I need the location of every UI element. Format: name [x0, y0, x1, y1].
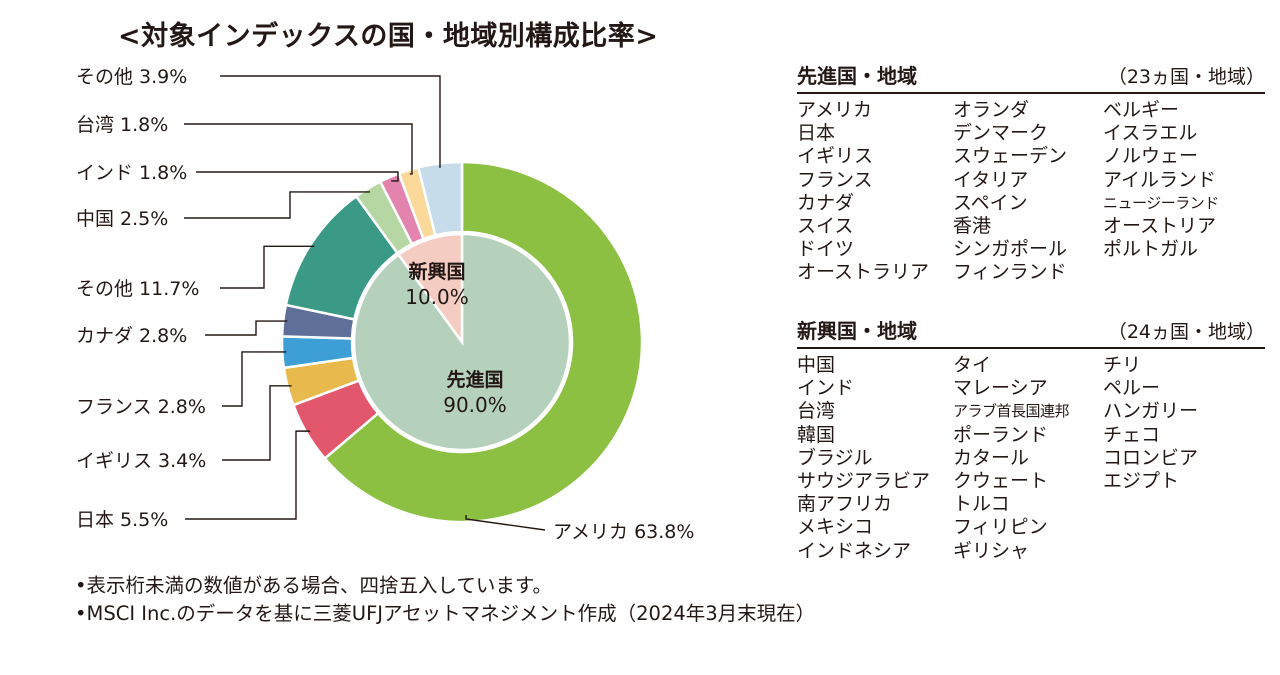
leader-line-2: [222, 385, 292, 461]
country-item: イスラエル: [1103, 122, 1198, 145]
country-item: インド: [797, 377, 855, 400]
country-item: ギリシャ: [953, 539, 1030, 562]
country-item: 日本: [797, 122, 836, 145]
country-item: 中国: [797, 354, 836, 376]
leader-line-9: [220, 75, 441, 169]
country-item: スペイン: [953, 191, 1028, 214]
country-item: インドネシア: [797, 539, 912, 562]
country-item: タイ: [953, 354, 992, 376]
inner-label-0: 先進国: [446, 368, 503, 391]
inner-slice-0: [352, 232, 572, 452]
country-item: メキシコ: [797, 516, 874, 539]
country-item: アメリカ: [797, 99, 873, 121]
leader-line-6: [184, 191, 371, 219]
country-item: サウジアラビア: [797, 469, 931, 492]
leader-line-0: [465, 515, 546, 531]
inner-value-1: 10.0%: [405, 285, 469, 309]
country-item: ペルー: [1103, 377, 1161, 400]
country-item: イタリア: [953, 168, 1029, 191]
ring-slice-0: [322, 160, 644, 524]
developed-country-list: アメリカ 日本 イギリス フランス カナダ スイス ドイツ オーストラリア オランダ デンマークス…: [797, 99, 1265, 331]
country-item: 南アフリカ: [797, 493, 893, 516]
country-item: ドイツ: [797, 238, 855, 261]
ring-label-0: アメリカ 63.8%: [553, 521, 694, 543]
inner-value-0: 90.0%: [443, 393, 507, 417]
country-item: フィリピン: [953, 516, 1048, 539]
emerging-region-panel: 新興国・地域 （24ヵ国・地域） 中国 インド 台湾 韓国 ブラジル サウジアラビア 南アフ…: [797, 317, 1265, 586]
country-item: オランダ: [953, 99, 1030, 121]
footnote-rounding: •表示桁未満の数値がある場合、四捨五入しています。: [75, 574, 552, 597]
country-item: フランス: [797, 168, 873, 191]
ring-label-6: 中国 2.5%: [76, 208, 168, 230]
country-item: 香港: [953, 214, 992, 237]
leader-line-4: [205, 320, 288, 336]
country-item: シンガポール: [953, 238, 1068, 261]
developed-column: オランダ デンマーク スウェーデン イタリア スペイン 香港 シンガポール フィンランド: [953, 99, 1103, 331]
country-item: オーストラリア: [797, 261, 930, 284]
leader-line-7: [196, 171, 399, 182]
country-item: ポーランド: [953, 423, 1049, 446]
developed-region-panel: 先進国・地域 （23ヵ国・地域） アメリカ 日本 イギリス フランス カナダ スイス ドイツ…: [797, 62, 1265, 331]
ring-label-7: インド 1.8%: [76, 162, 187, 184]
footnotes: •表示桁未満の数値がある場合、四捨五入しています。 •MSCI Inc.のデータ…: [75, 572, 815, 628]
country-item: 台湾: [797, 400, 836, 423]
ring-slice-9: [416, 160, 464, 237]
developed-column: ベルギー イスラエル ノルウェー アイルランドニュージーランドオーストリア ポルトガル: [1103, 99, 1253, 331]
country-item: アラブ首長国連邦: [953, 402, 1070, 421]
ring-label-4: カナダ 2.8%: [76, 325, 187, 347]
country-item: チリ: [1103, 354, 1142, 376]
country-item: カタール: [953, 446, 1030, 469]
leader-line-8: [184, 123, 413, 175]
country-item: チェコ: [1103, 423, 1161, 446]
emerging-column: チリ ペルー ハンガリー チェコ コロンビア エジプト: [1103, 354, 1253, 586]
country-item: トルコ: [953, 493, 1010, 516]
leader-line-3: [222, 351, 287, 407]
country-item: ニュージーランド: [1103, 193, 1219, 212]
country-item: スウェーデン: [953, 145, 1068, 168]
country-item: スイス: [797, 214, 854, 237]
developed-region-header: 先進国・地域 （23ヵ国・地域）: [797, 62, 1265, 94]
country-item: ブラジル: [797, 446, 873, 469]
footnote-source: •MSCI Inc.のデータを基に三菱UFJアセットマネジメント作成（2024年…: [75, 602, 816, 625]
leader-line-1: [185, 430, 311, 520]
inner-slice-1: [396, 232, 464, 346]
country-item: アイルランド: [1103, 168, 1217, 191]
ring-label-3: フランス 2.8%: [76, 396, 206, 418]
emerging-region-count: （24ヵ国・地域）: [1107, 321, 1265, 343]
country-item: イギリス: [797, 145, 874, 168]
country-item: オーストリア: [1103, 214, 1217, 237]
country-item: 韓国: [797, 423, 836, 446]
country-item: ノルウェー: [1103, 145, 1199, 168]
developed-region-title: 先進国・地域: [797, 64, 917, 88]
country-item: カナダ: [797, 191, 855, 214]
developed-region-count: （23ヵ国・地域）: [1107, 66, 1265, 88]
ring-label-9: その他 3.9%: [76, 66, 187, 88]
chart-title: <対象インデックスの国・地域別構成比率>: [118, 21, 659, 52]
developed-column: アメリカ 日本 イギリス フランス カナダ スイス ドイツ オーストラリア: [797, 99, 953, 331]
emerging-region-title: 新興国・地域: [797, 319, 917, 343]
country-item: ポルトガル: [1103, 238, 1199, 261]
ring-label-8: 台湾 1.8%: [76, 114, 168, 136]
inner-label-1: 新興国: [408, 260, 465, 283]
country-item: デンマーク: [953, 122, 1049, 145]
emerging-column: タイ マレーシアアラブ首長国連邦ポーランド カタール クウェート トルコ フィリピン ギリシ…: [953, 354, 1103, 586]
ring-label-2: イギリス 3.4%: [76, 450, 206, 472]
country-item: コロンビア: [1103, 446, 1199, 469]
country-item: マレーシア: [953, 377, 1048, 400]
ring-label-5: その他 11.7%: [76, 278, 199, 300]
ring-label-1: 日本 5.5%: [76, 509, 168, 531]
country-item: エジプト: [1103, 469, 1180, 492]
country-item: ハンガリー: [1103, 400, 1199, 423]
emerging-country-list: 中国 インド 台湾 韓国 ブラジル サウジアラビア 南アフリカ メキシコ インドネシア タイ マレー…: [797, 354, 1265, 586]
country-item: ベルギー: [1103, 99, 1180, 121]
emerging-region-header: 新興国・地域 （24ヵ国・地域）: [797, 317, 1265, 349]
leader-line-5: [220, 245, 315, 289]
country-item: クウェート: [953, 469, 1049, 492]
country-item: フィンランド: [953, 261, 1067, 284]
emerging-column: 中国 インド 台湾 韓国 ブラジル サウジアラビア 南アフリカ メキシコ インドネシア: [797, 354, 953, 586]
